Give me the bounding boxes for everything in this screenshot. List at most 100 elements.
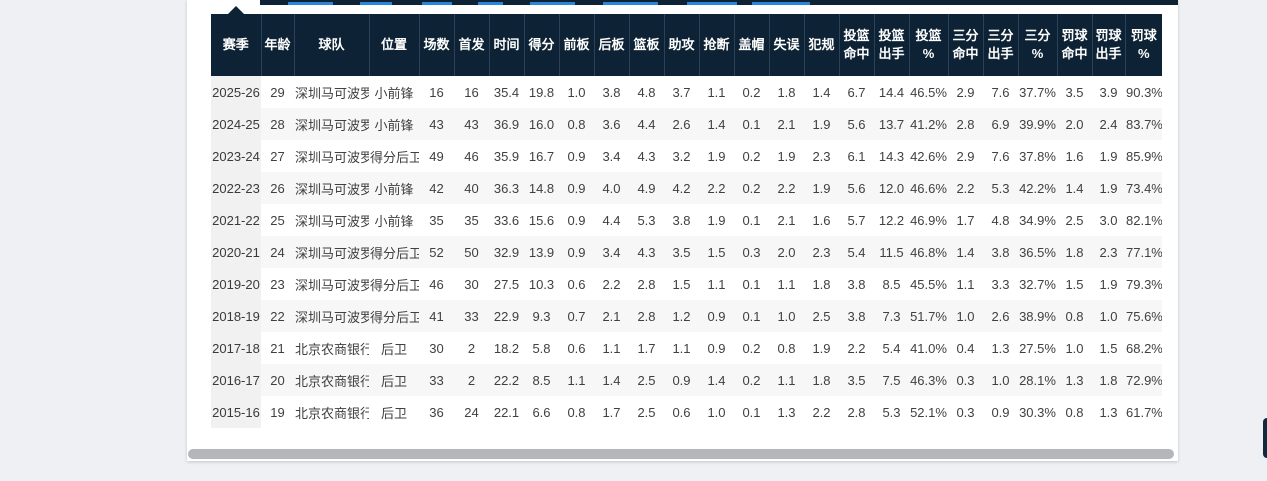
cell-threep-pct: 38.9% xyxy=(1019,308,1056,324)
nav-tab-underline[interactable] xyxy=(422,2,452,5)
column-header-offensive-rebounds[interactable]: 前板 xyxy=(558,14,594,76)
cell-fg-attempts: 14.4 xyxy=(878,84,905,100)
nav-tab-underline[interactable] xyxy=(360,2,392,5)
column-header-turnovers[interactable]: 失误 xyxy=(768,14,804,76)
column-header-rebounds[interactable]: 篮板 xyxy=(628,14,664,76)
column-header-threep-made[interactable]: 三分 命中 xyxy=(947,14,983,76)
nav-tab-underline[interactable] xyxy=(603,2,658,5)
cell-threep-pct: 28.1% xyxy=(1019,372,1056,388)
cell-threep-made: 1.7 xyxy=(956,212,975,228)
cell-season: 2024-25 xyxy=(211,108,261,140)
column-header-position[interactable]: 位置 xyxy=(368,14,419,76)
cell-position: 后卫 xyxy=(380,373,407,389)
cell-fouls: 1.9 xyxy=(812,116,831,132)
cell-points: 19.8 xyxy=(528,84,555,100)
cell-team: 深圳马可波罗 xyxy=(295,117,369,133)
column-header-ft-attempts[interactable]: 罚球 出手 xyxy=(1091,14,1125,76)
cell-threep-made: 2.2 xyxy=(956,180,975,196)
cell-starts: 35 xyxy=(464,212,479,228)
cell-fouls: 1.4 xyxy=(812,84,831,100)
cell-season: 2021-22 xyxy=(211,204,261,236)
cell-games: 35 xyxy=(429,212,444,228)
cell-fg-made: 5.4 xyxy=(847,244,866,260)
cell-position: 得分后卫 xyxy=(370,277,419,293)
cell-age: 27 xyxy=(270,148,285,164)
nav-tab-underline[interactable] xyxy=(530,2,575,5)
column-header-starts[interactable]: 首发 xyxy=(453,14,489,76)
cell-threep-attempts: 0.9 xyxy=(991,404,1010,420)
column-header-ft-pct[interactable]: 罚球 % xyxy=(1124,14,1162,76)
cell-defensive-rebounds: 2.2 xyxy=(602,276,621,292)
cell-defensive-rebounds: 3.6 xyxy=(602,116,621,132)
column-header-defensive-rebounds[interactable]: 后板 xyxy=(593,14,629,76)
column-header-steals[interactable]: 抢断 xyxy=(698,14,734,76)
cell-ft-attempts: 1.9 xyxy=(1099,148,1118,164)
cell-turnovers: 1.1 xyxy=(777,276,796,292)
column-header-blocks[interactable]: 盖帽 xyxy=(733,14,769,76)
column-header-age[interactable]: 年龄 xyxy=(260,14,294,76)
cell-blocks: 0.1 xyxy=(742,404,761,420)
cell-offensive-rebounds: 0.6 xyxy=(567,276,586,292)
column-header-threep-pct[interactable]: 三分 % xyxy=(1017,14,1057,76)
cell-threep-attempts: 5.3 xyxy=(991,180,1010,196)
cell-rebounds: 2.5 xyxy=(637,372,656,388)
cell-fg-attempts: 11.5 xyxy=(879,244,904,260)
column-header-assists[interactable]: 助攻 xyxy=(663,14,699,76)
cell-ft-attempts: 1.9 xyxy=(1099,276,1118,292)
column-header-points[interactable]: 得分 xyxy=(523,14,559,76)
cell-blocks: 0.2 xyxy=(742,148,761,164)
cell-steals: 1.1 xyxy=(707,276,726,292)
cell-season: 2019-20 xyxy=(211,268,261,300)
column-header-season[interactable]: 赛季 xyxy=(211,14,261,76)
nav-tab-underline[interactable] xyxy=(687,2,737,5)
cell-steals: 1.0 xyxy=(707,404,726,420)
nav-tab-underline[interactable] xyxy=(288,2,333,5)
column-header-threep-attempts[interactable]: 三分 出手 xyxy=(982,14,1018,76)
cell-fouls: 2.5 xyxy=(812,308,831,324)
cell-minutes: 36.3 xyxy=(493,180,520,196)
cell-position: 得分后卫 xyxy=(370,149,419,165)
cell-team: 深圳马可波罗 xyxy=(295,245,369,261)
cell-defensive-rebounds: 1.1 xyxy=(602,340,621,356)
cell-fg-made: 5.6 xyxy=(847,180,866,196)
column-header-minutes[interactable]: 时间 xyxy=(488,14,524,76)
column-header-games[interactable]: 场数 xyxy=(418,14,454,76)
column-header-fg-pct[interactable]: 投篮 % xyxy=(908,14,948,76)
table-header-row: 赛季 年龄 球队 位置 场数 首发 时间 得分 前板 后板 篮板 助攻 抢断 盖帽 失误 犯规 投篮 命中 投篮 … xyxy=(211,14,1162,76)
cell-ft-made: 3.5 xyxy=(1065,84,1084,100)
cell-fg-pct: 42.6% xyxy=(910,148,947,164)
cell-threep-pct: 37.8% xyxy=(1019,148,1056,164)
horizontal-scrollbar-thumb[interactable] xyxy=(188,449,1174,459)
cell-age: 26 xyxy=(270,180,285,196)
cell-rebounds: 4.3 xyxy=(637,148,656,164)
cell-season: 2018-19 xyxy=(211,300,261,332)
cell-points: 6.6 xyxy=(532,404,551,420)
column-header-team[interactable]: 球队 xyxy=(293,14,369,76)
cell-steals: 1.9 xyxy=(707,148,726,164)
cell-games: 49 xyxy=(429,148,444,164)
cell-ft-pct: 73.4% xyxy=(1126,180,1162,196)
cell-defensive-rebounds: 1.7 xyxy=(602,404,621,420)
cell-fg-attempts: 14.3 xyxy=(878,148,905,164)
cell-starts: 2 xyxy=(467,372,476,388)
nav-tab-underline[interactable] xyxy=(752,2,810,5)
cell-fouls: 1.8 xyxy=(812,276,831,292)
cell-team: 深圳马可波罗 xyxy=(295,149,369,165)
cell-assists: 3.2 xyxy=(672,148,691,164)
cell-offensive-rebounds: 0.8 xyxy=(567,404,586,420)
column-header-fg-attempts[interactable]: 投篮 出手 xyxy=(873,14,909,76)
cell-position: 得分后卫 xyxy=(370,309,419,325)
cell-fouls: 1.6 xyxy=(812,212,831,228)
table-row: 2024-25 28 深圳马可波罗 小前锋 43 43 36.9 16.0 0.8 3.6 4.4 2… xyxy=(211,108,1162,140)
cell-ft-made: 0.8 xyxy=(1065,308,1084,324)
cell-turnovers: 1.8 xyxy=(777,84,796,100)
nav-tab-underline[interactable] xyxy=(478,2,503,5)
cell-fg-attempts: 12.2 xyxy=(878,212,905,228)
floating-button[interactable] xyxy=(1263,418,1267,458)
cell-ft-attempts: 1.5 xyxy=(1099,340,1118,356)
cell-position: 小前锋 xyxy=(374,85,414,101)
column-header-fg-made[interactable]: 投篮 命中 xyxy=(838,14,874,76)
cell-position: 后卫 xyxy=(380,405,407,421)
column-header-ft-made[interactable]: 罚球 命中 xyxy=(1056,14,1092,76)
column-header-fouls[interactable]: 犯规 xyxy=(803,14,839,76)
